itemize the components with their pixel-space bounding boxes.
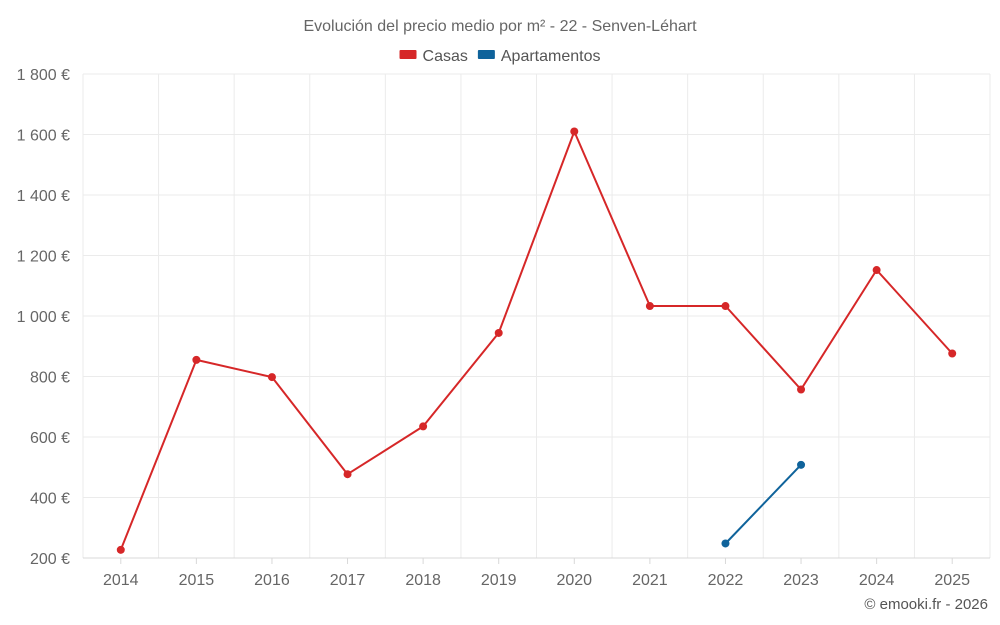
x-tick-label: 2020 — [556, 572, 592, 589]
y-tick-label: 1 000 € — [17, 309, 70, 326]
x-tick-label: 2017 — [330, 572, 366, 589]
data-point-casas — [494, 328, 503, 337]
credit-text: © emooki.fr - 2026 — [864, 596, 988, 613]
x-tick-label: 2022 — [708, 572, 744, 589]
legend-label-casas: Casas — [423, 48, 468, 65]
grid — [82, 73, 991, 558]
y-axis: 200 € 400 € 600 € 800 € 1 000 € 1 200 € 1 400 … — [17, 67, 70, 568]
x-tick-label: 2024 — [859, 572, 895, 589]
series-line-apartamentos — [724, 464, 802, 545]
legend: Casas Apartamentos — [399, 48, 601, 65]
data-point-casas — [116, 545, 125, 554]
x-tick-label: 2015 — [179, 572, 215, 589]
x-tick-label: 2014 — [103, 572, 139, 589]
data-point-casas — [797, 385, 806, 394]
legend-swatch-apartamentos — [477, 50, 495, 59]
data-point-casas — [267, 373, 276, 382]
data-point-casas — [645, 302, 654, 311]
legend-label-apartamentos: Apartamentos — [501, 48, 601, 65]
legend-swatch-casas — [399, 50, 417, 59]
x-tick-label: 2016 — [254, 572, 290, 589]
y-tick-label: 1 600 € — [17, 128, 70, 145]
x-tick-label: 2019 — [481, 572, 517, 589]
y-tick-label: 1 800 € — [17, 67, 70, 84]
x-tick-label: 2018 — [405, 572, 441, 589]
y-tick-label: 1 200 € — [17, 249, 70, 266]
y-tick-label: 400 € — [30, 491, 70, 508]
data-point-casas — [419, 422, 428, 431]
data-point-casas — [721, 302, 730, 311]
chart-title: Evolución del precio medio por m² - 22 -… — [303, 18, 697, 35]
data-point-apartamentos — [797, 460, 806, 469]
data-point-casas — [343, 470, 352, 479]
data-point-casas — [570, 127, 579, 136]
y-tick-label: 1 400 € — [17, 188, 70, 205]
data-point-apartamentos — [721, 539, 730, 548]
data-point-casas — [872, 266, 881, 275]
x-tick-label: 2023 — [783, 572, 819, 589]
x-axis: 2014 2015 2016 2017 2018 2019 2020 2021 2022 2023… — [83, 557, 990, 589]
x-tick-label: 2025 — [934, 572, 970, 589]
data-point-casas — [192, 355, 201, 364]
y-tick-label: 600 € — [30, 430, 70, 447]
y-tick-label: 200 € — [30, 551, 70, 568]
data-point-casas — [948, 349, 957, 358]
series-layer — [116, 127, 957, 554]
x-tick-label: 2021 — [632, 572, 668, 589]
y-tick-label: 800 € — [30, 370, 70, 387]
series-line-casas — [119, 130, 953, 551]
